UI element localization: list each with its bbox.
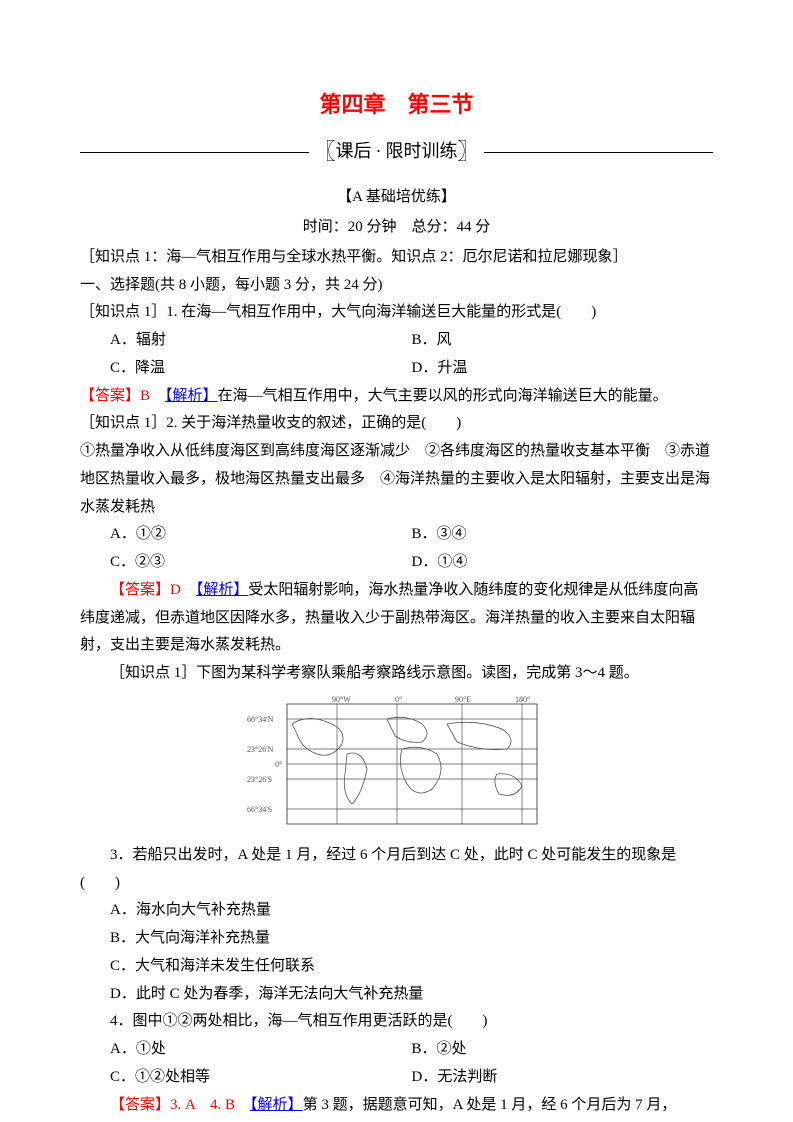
q1-answer-letter: B <box>140 388 150 404</box>
q1-option-d: D．升温 <box>412 355 714 383</box>
q3-option-d: D．此时 C 处为春季，海洋无法向大气补充热量 <box>80 981 713 1009</box>
map-lat-23s: 23°26'S <box>247 775 272 784</box>
q1-options-row1: A．辐射 B．风 <box>80 327 713 355</box>
q1-answer-line: 【答案】B 【解析】在海—气相互作用中，大气主要以风的形式向海洋输送巨大的能量。 <box>80 383 713 411</box>
map-lat-23n: 23°26'N <box>247 745 274 754</box>
q4-stem: 4．图中①②两处相比，海—气相互作用更活跃的是( ) <box>80 1008 713 1036</box>
q2-option-b: B．③④ <box>412 521 714 549</box>
subtitle-row: 〖 课后 · 限时训练 〗 <box>80 132 713 173</box>
subtitle: 〖 课后 · 限时训练 〗 <box>309 132 483 173</box>
chapter-title-text: 第四章 第三节 <box>319 92 473 117</box>
q34-answer-line: 【答案】3. A 4. B 【解析】第 3 题，据题意可知，A 处是 1 月，经… <box>80 1092 713 1120</box>
q34-intro: ［知识点 1］下图为某科学考察队乘船考察路线示意图。读图，完成第 3～4 题。 <box>80 660 713 688</box>
q2-answer-label: 【答案】 <box>110 582 170 598</box>
section-a-header: 【A 基础培优练】 <box>80 184 713 212</box>
chapter-title: 第四章 第三节 <box>80 85 713 126</box>
q2-option-d: D．①④ <box>412 549 714 577</box>
map-lon-180: 180° <box>515 695 530 704</box>
q2-items: ①热量净收入从低纬度海区到高纬度海区逐渐减少 ②各纬度海区的热量收支基本平衡 ③… <box>80 438 713 521</box>
q2-options-row1: A．①② B．③④ <box>80 521 713 549</box>
divider-right <box>484 152 713 153</box>
q34-analysis-label: 【解析】 <box>250 1097 303 1113</box>
q34-analysis: 第 3 题，据题意可知，A 处是 1 月，经 6 个月后为 7 月， <box>303 1097 677 1113</box>
bracket-left: 〖 <box>313 132 335 173</box>
part1-header: 一、选择题(共 8 小题，每小题 3 分，共 24 分) <box>80 272 713 300</box>
q4-option-b: B．②处 <box>412 1036 714 1064</box>
map-lon-90e: 90°E <box>455 695 471 704</box>
q1-option-b: B．风 <box>412 327 714 355</box>
q2-option-a: A．①② <box>110 521 412 549</box>
q4-option-c: C．①②处相等 <box>110 1064 412 1092</box>
q4-options-row1: A．①处 B．②处 <box>80 1036 713 1064</box>
divider-left <box>80 152 309 153</box>
q3-stem: 3．若船只出发时，A 处是 1 月，经过 6 个月后到达 C 处，此时 C 处可… <box>80 842 713 898</box>
q4-option-a: A．①处 <box>110 1036 412 1064</box>
map-figure: 90°W 0° 90°E 180° 66°34'N 23°26'N 0° 23°… <box>80 694 713 834</box>
map-lat-66s: 66°34'S <box>247 805 272 814</box>
q1-stem: ［知识点 1］1. 在海—气相互作用中，大气向海洋输送巨大能量的形式是( ) <box>80 299 713 327</box>
q2-analysis-label: 【解析】 <box>196 582 249 598</box>
q34-answer-label: 【答案】 <box>110 1097 170 1113</box>
q1-analysis-label: 【解析】 <box>165 388 218 404</box>
q4-option-d: D．无法判断 <box>412 1064 714 1092</box>
q3-option-c: C．大气和海洋未发生任何联系 <box>80 953 713 981</box>
q1-analysis: 在海—气相互作用中，大气主要以风的形式向海洋输送巨大的能量。 <box>218 388 668 404</box>
q2-option-c: C．②③ <box>110 549 412 577</box>
q2-answer-line: 【答案】D 【解析】受太阳辐射影响，海水热量净收入随纬度的变化规律是从低纬度向高… <box>80 577 713 660</box>
q2-answer-letter: D <box>170 582 181 598</box>
subtitle-right: 限时训练 <box>386 135 458 168</box>
map-lon-0: 0° <box>395 695 402 704</box>
knowledge-header: ［知识点 1：海—气相互作用与全球水热平衡。知识点 2：厄尔尼诺和拉尼娜现象］ <box>80 244 713 272</box>
q3-option-a: A．海水向大气补充热量 <box>80 897 713 925</box>
subtitle-dot: · <box>376 135 382 168</box>
map-svg: 90°W 0° 90°E 180° 66°34'N 23°26'N 0° 23°… <box>247 694 547 834</box>
map-lat-66n: 66°34'N <box>247 715 274 724</box>
q1-options-row2: C．降温 D．升温 <box>80 355 713 383</box>
q3-option-b: B．大气向海洋补充热量 <box>80 925 713 953</box>
q34-answer-letters: 3. A 4. B <box>170 1097 235 1113</box>
time-score: 时间：20 分钟 总分：44 分 <box>80 214 713 242</box>
q2-stem: ［知识点 1］2. 关于海洋热量收支的叙述，正确的是( ) <box>80 410 713 438</box>
q1-answer-label: 【答案】 <box>80 388 140 404</box>
subtitle-left: 课后 <box>336 135 372 168</box>
map-lat-0: 0° <box>275 760 282 769</box>
q2-options-row2: C．②③ D．①④ <box>80 549 713 577</box>
q1-option-a: A．辐射 <box>110 327 412 355</box>
map-lon-90w: 90°W <box>332 695 351 704</box>
q4-options-row2: C．①②处相等 D．无法判断 <box>80 1064 713 1092</box>
q1-option-c: C．降温 <box>110 355 412 383</box>
bracket-right: 〗 <box>458 132 480 173</box>
